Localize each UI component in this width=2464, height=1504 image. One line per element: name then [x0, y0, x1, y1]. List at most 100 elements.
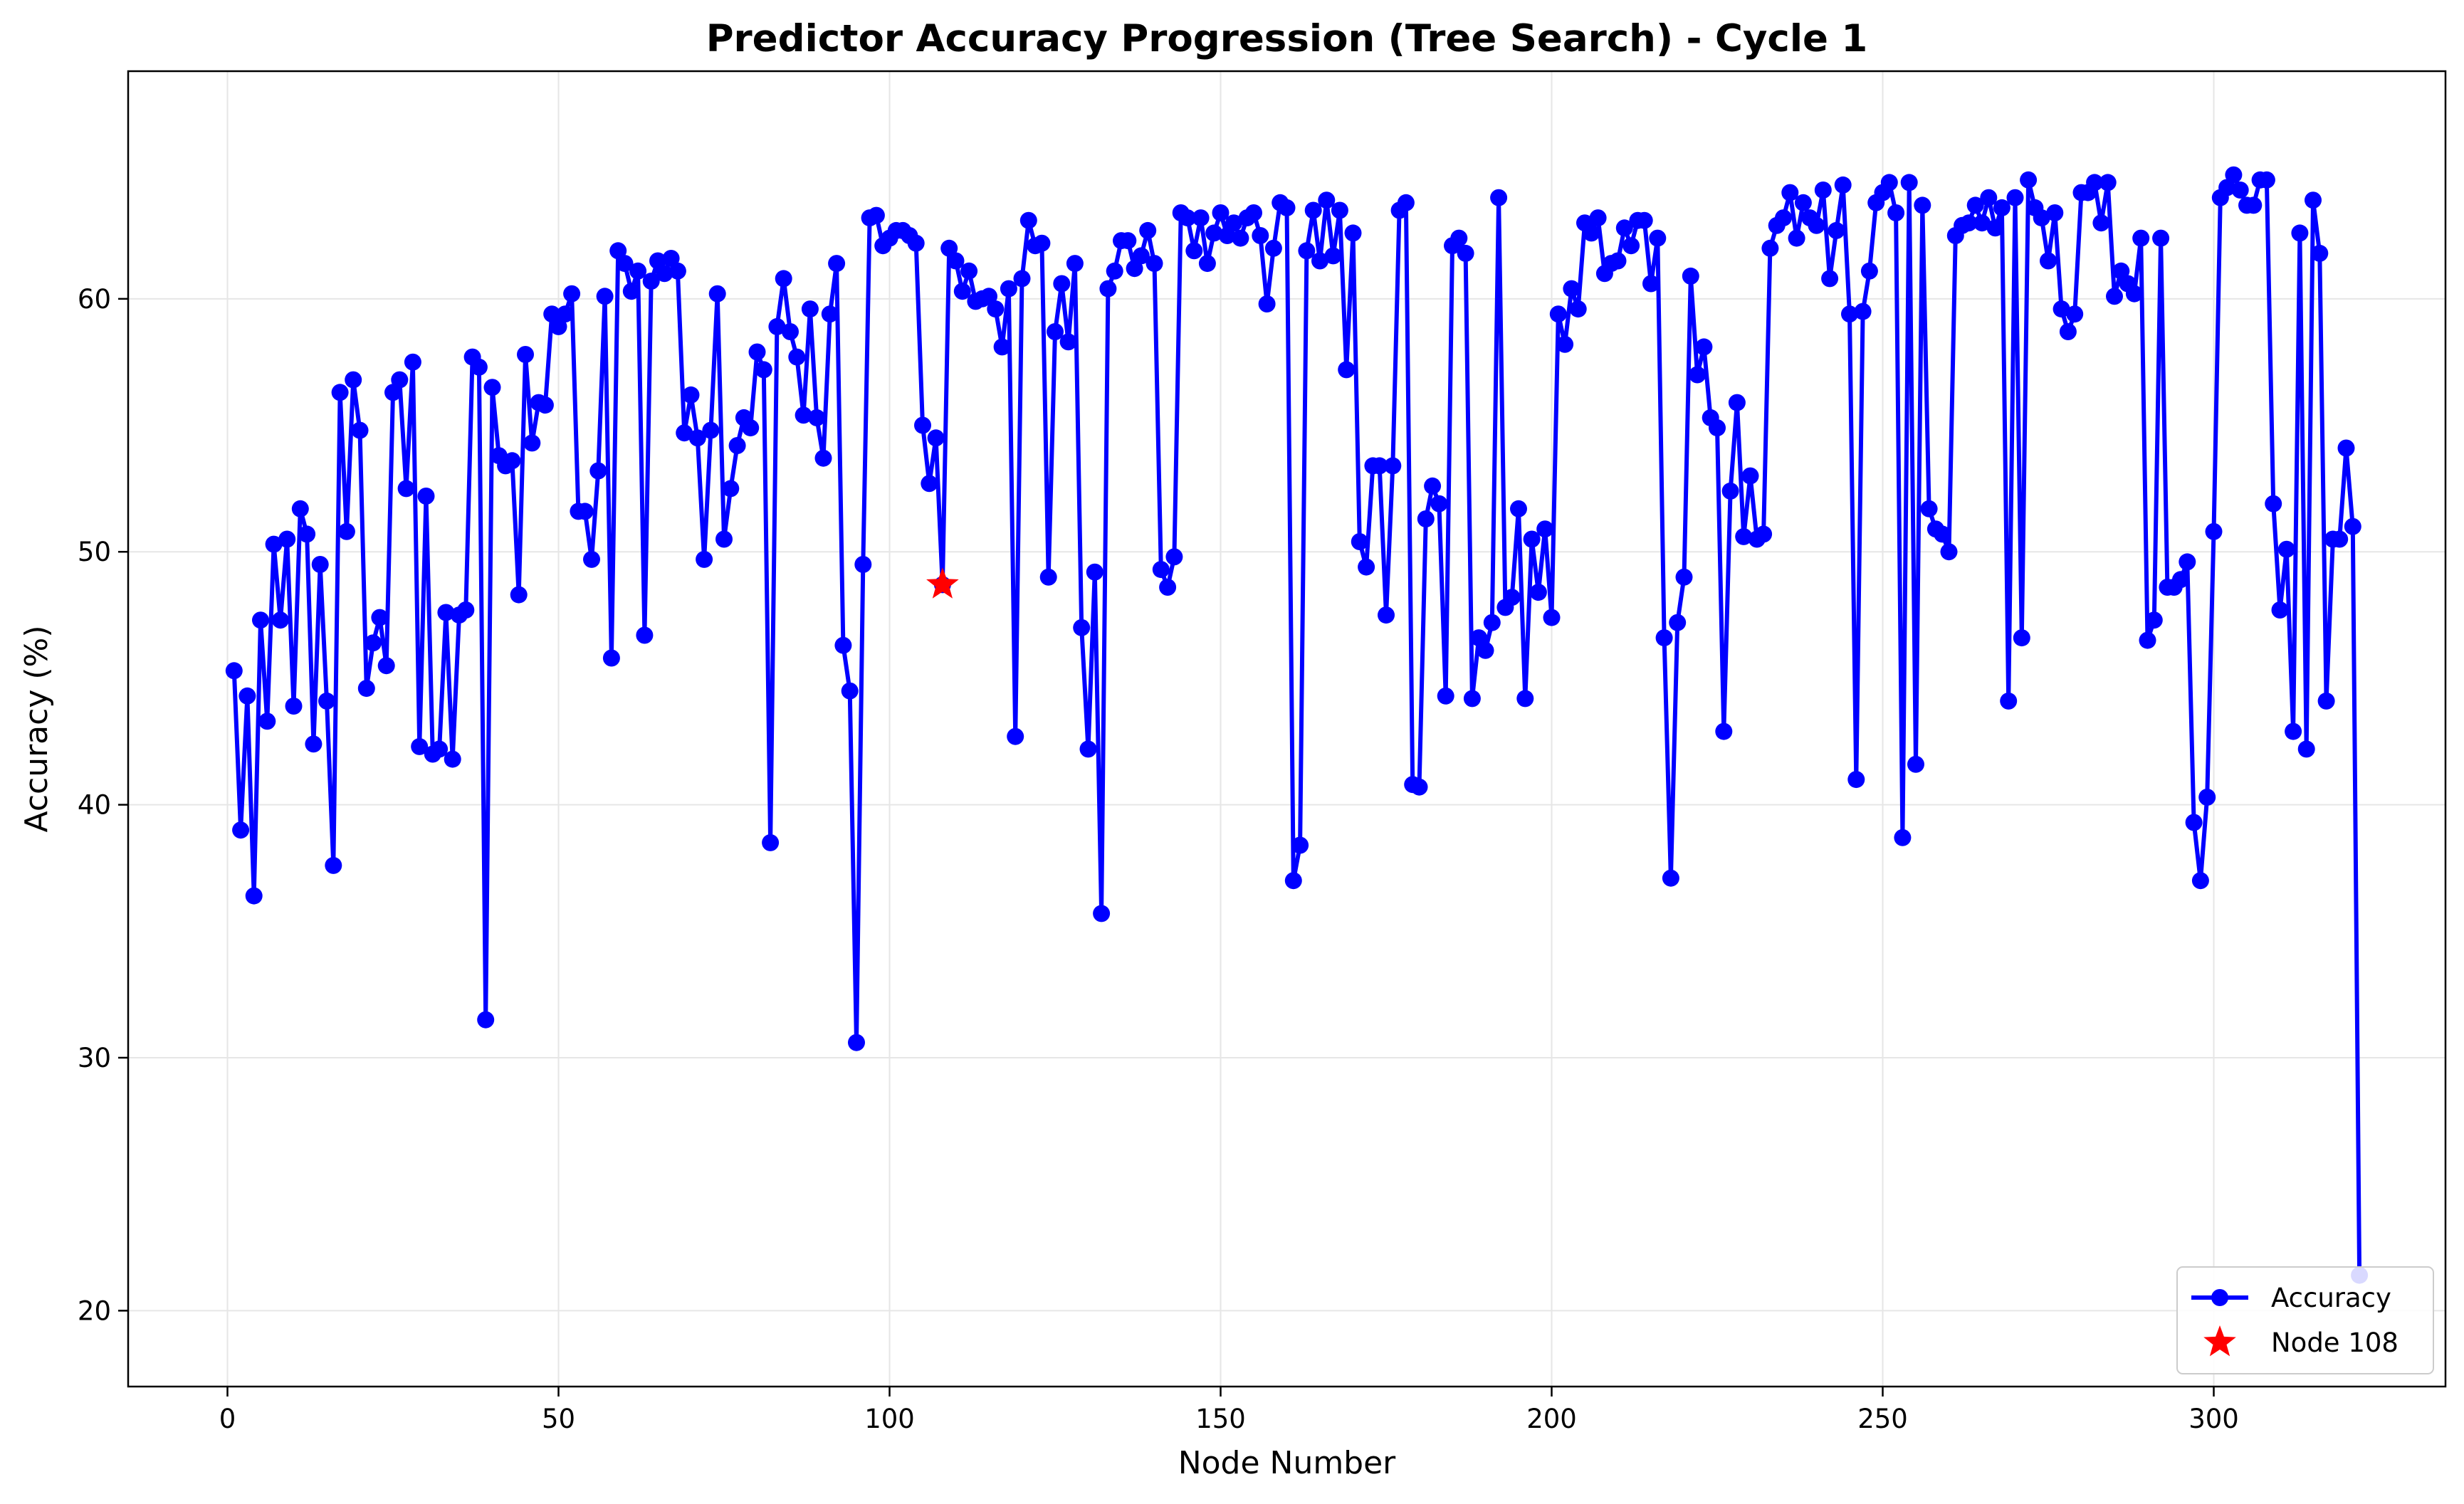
accuracy-point [1430, 495, 1448, 512]
accuracy-point [2285, 722, 2302, 740]
accuracy-point [914, 416, 931, 434]
accuracy-point [1814, 182, 1832, 199]
accuracy-point [1424, 477, 1442, 495]
accuracy-point [238, 687, 256, 705]
accuracy-point [1642, 275, 1660, 293]
legend-box [2176, 1266, 2434, 1374]
accuracy-point [1589, 209, 1607, 227]
accuracy-point [1304, 201, 1322, 219]
accuracy-point [2297, 740, 2315, 758]
accuracy-point [305, 735, 323, 753]
accuracy-point [622, 283, 640, 300]
accuracy-point [1980, 189, 1998, 206]
accuracy-point [1073, 619, 1091, 636]
accuracy-point [2053, 300, 2070, 318]
accuracy-point [1728, 394, 1746, 411]
accuracy-point [589, 462, 607, 480]
y-tick-label: 30 [78, 1043, 111, 1073]
accuracy-point [742, 419, 760, 437]
accuracy-point [278, 530, 296, 548]
accuracy-point [795, 406, 812, 424]
accuracy-point [642, 273, 660, 290]
accuracy-point [1417, 510, 1435, 527]
accuracy-point [927, 429, 945, 447]
accuracy-point [2040, 252, 2057, 270]
accuracy-point [1139, 221, 1157, 239]
accuracy-point [470, 358, 488, 376]
accuracy-point [1973, 214, 1991, 232]
accuracy-point [782, 323, 799, 340]
accuracy-point [371, 609, 389, 626]
accuracy-point [397, 480, 415, 498]
accuracy-point [2092, 214, 2110, 232]
accuracy-point [1311, 252, 1328, 270]
accuracy-point [1635, 211, 1653, 229]
accuracy-point [1741, 467, 1759, 485]
accuracy-point [2152, 229, 2170, 247]
accuracy-point [1523, 530, 1541, 548]
accuracy-point [2006, 189, 2024, 206]
accuracy-point [1477, 641, 1494, 659]
accuracy-point [444, 750, 461, 768]
accuracy-point [2086, 174, 2104, 191]
x-tick-label: 150 [1195, 1404, 1246, 1434]
accuracy-point [510, 586, 528, 604]
accuracy-point [728, 437, 746, 454]
accuracy-point [1689, 366, 1707, 384]
accuracy-point [1609, 252, 1627, 270]
accuracy-point [2139, 631, 2156, 649]
accuracy-point [1569, 300, 1587, 318]
accuracy-point [1013, 270, 1031, 288]
accuracy-point [1291, 836, 1309, 854]
accuracy-point [1503, 589, 1521, 606]
chart-title: Predictor Accuracy Progression (Tree Sea… [706, 17, 1868, 61]
legend: Accuracy Node 108 [2176, 1266, 2434, 1374]
accuracy-point [1053, 275, 1071, 293]
accuracy-point [1232, 229, 1249, 247]
accuracy-point [2337, 439, 2355, 457]
accuracy-point [2033, 209, 2050, 227]
accuracy-point [543, 305, 561, 323]
accuracy-point [676, 424, 693, 442]
accuracy-point [649, 252, 666, 270]
accuracy-point [953, 283, 971, 300]
accuracy-point [1039, 568, 1057, 586]
accuracy-point [351, 421, 369, 439]
accuracy-point [1490, 189, 1508, 206]
accuracy-point [1516, 690, 1534, 708]
accuracy-point [1860, 262, 1878, 280]
accuracy-point [536, 396, 554, 414]
y-axis-ticks: 20 30 40 50 60 [78, 284, 128, 1326]
accuracy-point [1847, 771, 1865, 789]
accuracy-point [2000, 692, 2018, 710]
accuracy-point [1536, 520, 1554, 538]
accuracy-point [1344, 224, 1362, 242]
accuracy-point [1900, 174, 1918, 191]
accuracy-point [947, 252, 965, 270]
accuracy-point [1093, 905, 1111, 922]
accuracy-point [2191, 872, 2209, 890]
plot-frame [127, 70, 2447, 1388]
accuracy-point [1510, 500, 1527, 517]
accuracy-point [1914, 196, 1931, 214]
accuracy-point [1529, 584, 1547, 601]
accuracy-point [1615, 219, 1633, 237]
accuracy-point [1258, 295, 1276, 312]
accuracy-point [1775, 209, 1792, 227]
accuracy-point [318, 692, 335, 710]
accuracy-point [821, 305, 839, 323]
accuracy-point [457, 601, 475, 619]
accuracy-point [1907, 755, 1924, 773]
accuracy-point [391, 371, 409, 389]
accuracy-point [1986, 219, 2004, 237]
accuracy-point [1086, 563, 1103, 581]
accuracy-point [755, 361, 772, 379]
accuracy-point [2271, 601, 2289, 619]
accuracy-point [523, 434, 541, 452]
accuracy-point [1841, 305, 1858, 323]
accuracy-point [258, 712, 276, 730]
accuracy-point [265, 535, 283, 553]
accuracy-point [1662, 869, 1679, 887]
x-tick-label: 100 [864, 1404, 915, 1434]
accuracy-point [1132, 247, 1150, 265]
